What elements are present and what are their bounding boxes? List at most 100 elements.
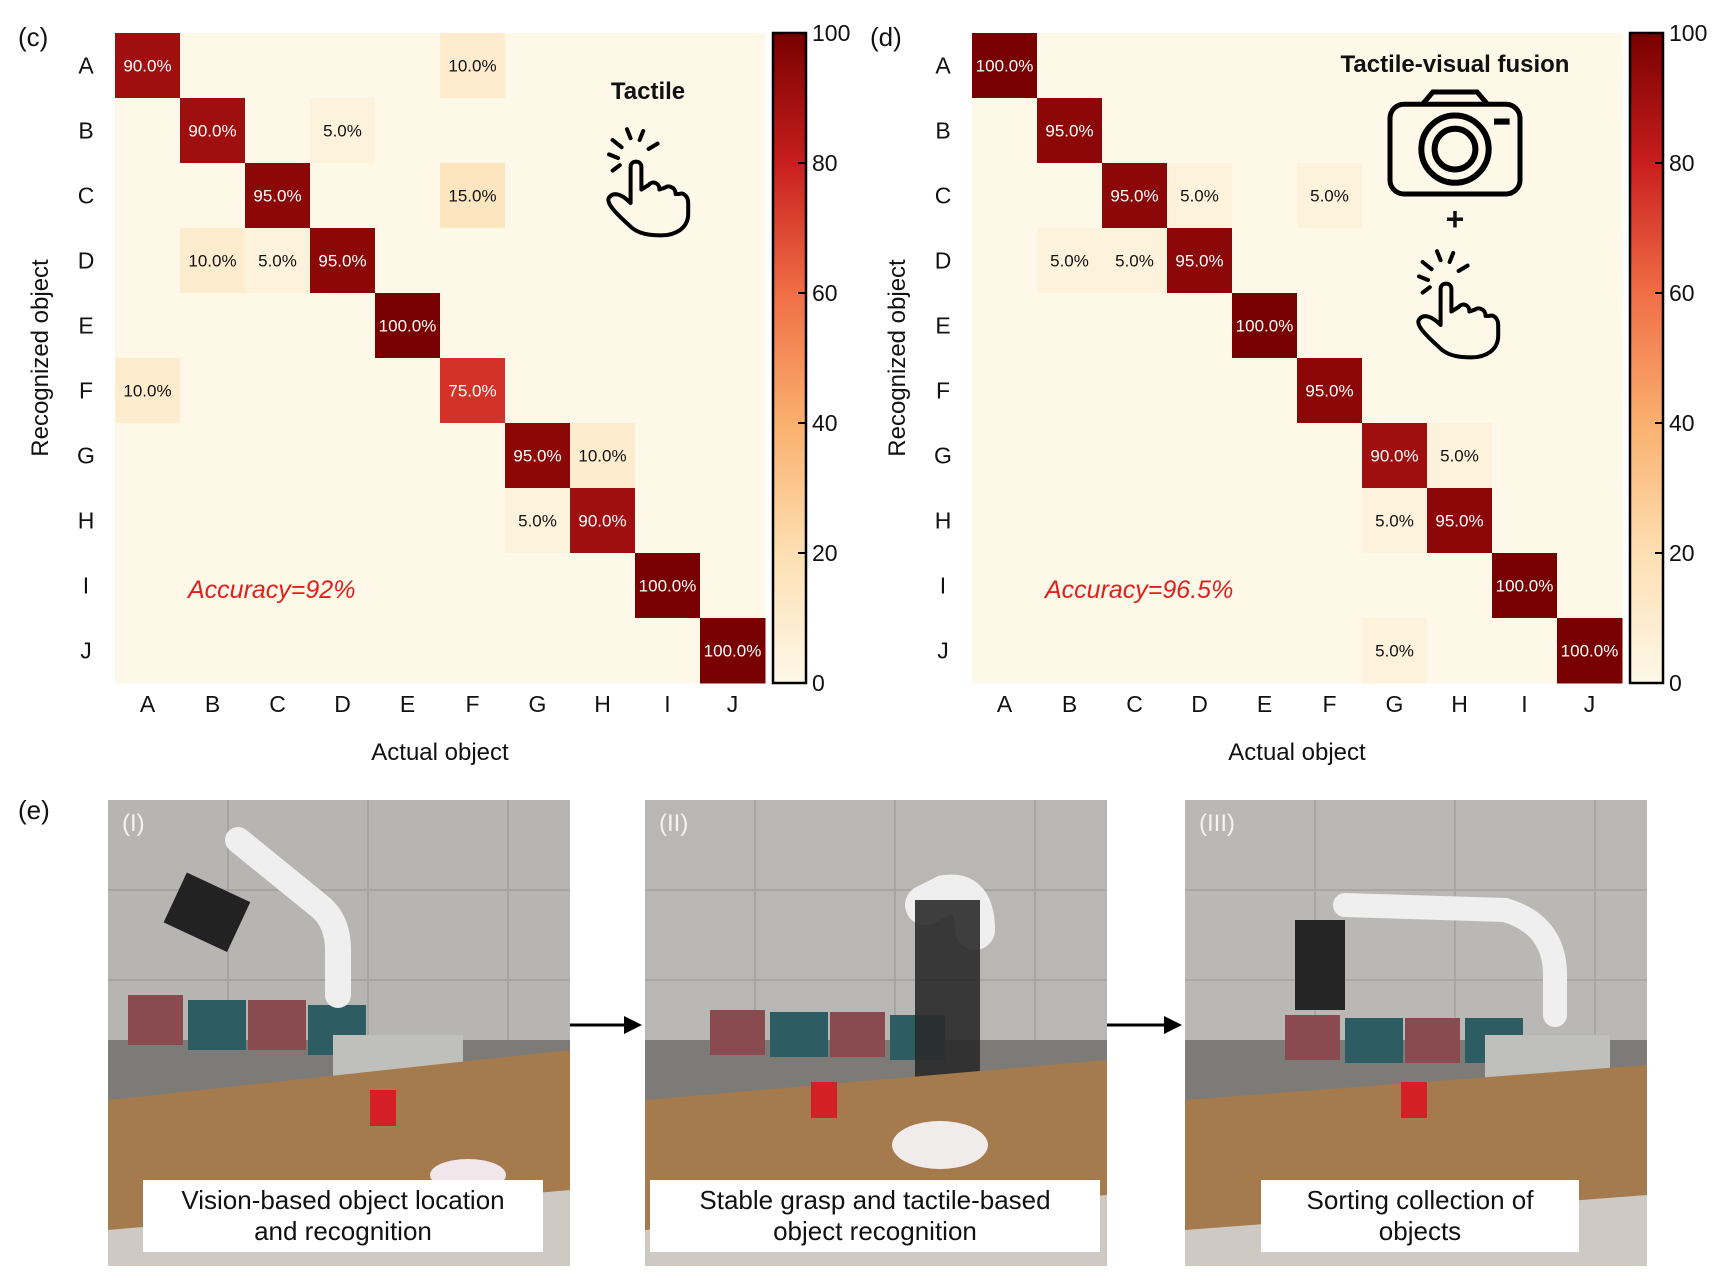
- y-tick-label: D: [935, 248, 952, 274]
- heatmap-cell: [115, 553, 181, 619]
- cell-value-label: 100.0%: [1496, 577, 1554, 596]
- heatmap-cell: [245, 33, 311, 99]
- heatmap-cell: [310, 33, 376, 99]
- heatmap-cell: [310, 228, 376, 294]
- heatmap-cell: [972, 618, 1038, 684]
- heatmap-cell: [1167, 293, 1233, 359]
- x-tick-label: H: [1451, 691, 1468, 717]
- cell-value-label: 95.0%: [318, 252, 366, 271]
- heatmap-cell: [1297, 33, 1363, 99]
- heatmap-cell: [1167, 228, 1233, 294]
- colorbar-tick-label: 60: [812, 280, 838, 306]
- heatmap-cell: [1232, 163, 1298, 229]
- touch-ray-icon: [1420, 285, 1432, 295]
- cell-value-label: 95.0%: [1305, 382, 1353, 401]
- heatmap-cell: [440, 293, 506, 359]
- heatmap-cell: [375, 228, 441, 294]
- heatmap-cell: [972, 163, 1038, 229]
- heatmap-cell: [570, 358, 636, 424]
- x-tick-label: I: [1521, 691, 1527, 717]
- x-tick-label: A: [997, 691, 1013, 717]
- heatmap-cell: [1102, 358, 1168, 424]
- heatmap-cell: [635, 33, 701, 99]
- x-tick-label: B: [205, 691, 220, 717]
- heatmap-cell: [245, 293, 311, 359]
- heatmap-cell: [115, 488, 181, 554]
- heatmap-cell: [700, 293, 766, 359]
- heatmap-cell: [440, 488, 506, 554]
- colorbar-tick-label: 20: [812, 540, 838, 566]
- y-tick-label: B: [78, 118, 93, 144]
- heatmap-cell: [375, 163, 441, 229]
- heatmap-cell: [1232, 553, 1298, 619]
- arrow-right-icon: [1107, 1016, 1182, 1034]
- heatmap-cell: [635, 293, 701, 359]
- heatmap-cell: [375, 553, 441, 619]
- x-tick-label: D: [334, 691, 351, 717]
- y-tick-label: E: [935, 313, 950, 339]
- photo-index: (II): [659, 810, 689, 837]
- cell-value-label: 10.0%: [123, 382, 171, 401]
- colorbar: [771, 31, 808, 685]
- heatmap-cell: [1492, 488, 1558, 554]
- heatmap-cell: [635, 618, 701, 684]
- heatmap-cell: [180, 98, 246, 164]
- cell-value-label: 95.0%: [1110, 187, 1158, 206]
- heatmap-cell: [570, 228, 636, 294]
- heatmap-cell: [375, 488, 441, 554]
- heatmap-cell: [310, 423, 376, 489]
- heatmap-cell: [1232, 358, 1298, 424]
- heatmap-cell: [1362, 488, 1428, 554]
- heatmap-cell: [700, 358, 766, 424]
- heatmap-cell: [245, 163, 311, 229]
- photo-index: (III): [1199, 810, 1235, 837]
- heatmap-cell: [1102, 228, 1168, 294]
- heatmap-cell: [505, 293, 571, 359]
- colorbar: [1628, 31, 1665, 685]
- heatmap-cell: [115, 98, 181, 164]
- heatmap-cell: [1427, 553, 1493, 619]
- x-tick-label: C: [1126, 691, 1143, 717]
- heatmap-cell: [1492, 618, 1558, 684]
- heatmap-cell: [1492, 228, 1558, 294]
- colorbar-tick-label: 40: [812, 410, 838, 436]
- heatmap-cell: [635, 98, 701, 164]
- heatmap-cell: [505, 33, 571, 99]
- heatmap-cell: [1427, 33, 1493, 99]
- heatmap-cell: [1037, 33, 1103, 99]
- x-tick-label: I: [664, 691, 670, 717]
- y-tick-label: A: [935, 53, 951, 79]
- heatmap-cell: [1362, 228, 1428, 294]
- heatmap-cell: [972, 358, 1038, 424]
- heatmap-cell: [1232, 423, 1298, 489]
- heatmap-cell: [570, 98, 636, 164]
- heatmap-cell: [1167, 358, 1233, 424]
- cell-value-label: 5.0%: [1180, 187, 1219, 206]
- y-tick-label: I: [940, 573, 946, 599]
- y-tick-label: D: [78, 248, 95, 274]
- heatmap-cell: [1232, 293, 1298, 359]
- heatmap-cell: [115, 33, 181, 99]
- heatmap-cell: [1232, 228, 1298, 294]
- heatmap-cell: [1297, 553, 1363, 619]
- heatmap-cell: [375, 358, 441, 424]
- cell-value-label: 100.0%: [704, 642, 762, 661]
- y-tick-label: A: [78, 53, 94, 79]
- heatmap-cell: [1362, 293, 1428, 359]
- heatmap-cell: [1297, 98, 1363, 164]
- x-tick-label: J: [1584, 691, 1596, 717]
- x-axis-title: Actual object: [371, 739, 509, 766]
- y-tick-label: F: [79, 378, 93, 404]
- panel-label-d: (d): [870, 22, 902, 52]
- y-tick-label: J: [80, 638, 92, 664]
- heatmap-cell: [1167, 98, 1233, 164]
- colorbar-tick-label: 100: [1669, 20, 1707, 46]
- colorbar-tick-label: 0: [1669, 670, 1682, 696]
- heatmap-cell: [1232, 33, 1298, 99]
- heatmap-cell: [1102, 488, 1168, 554]
- camera-top-icon: [1420, 89, 1490, 106]
- heatmap-cell: [1297, 618, 1363, 684]
- touch-ray-icon: [646, 141, 660, 151]
- heatmap-cell: [1362, 553, 1428, 619]
- heatmap-cell: [635, 163, 701, 229]
